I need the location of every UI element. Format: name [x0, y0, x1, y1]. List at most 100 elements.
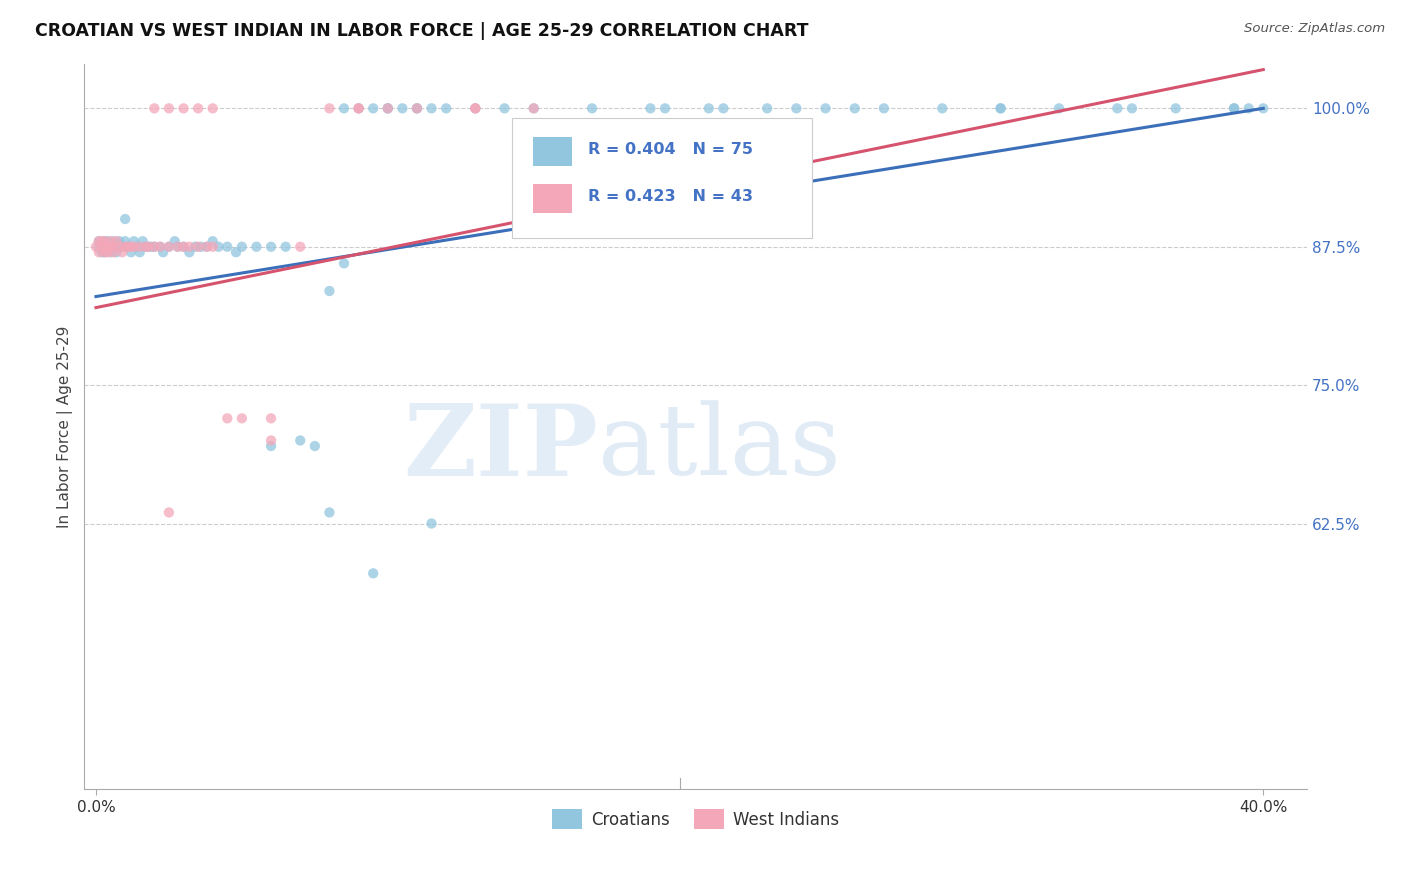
- Point: [434, 101, 457, 115]
- Point: [141, 240, 163, 254]
- Point: [1164, 101, 1187, 115]
- Point: [120, 245, 142, 260]
- Text: atlas: atlas: [598, 401, 841, 496]
- Point: [157, 101, 180, 115]
- Legend: Croatians, West Indians: Croatians, West Indians: [546, 803, 845, 835]
- Point: [260, 434, 283, 448]
- Point: [166, 240, 188, 254]
- Point: [166, 240, 188, 254]
- Point: [114, 240, 136, 254]
- Text: R = 0.404   N = 75: R = 0.404 N = 75: [588, 142, 754, 157]
- Point: [391, 101, 413, 115]
- Point: [122, 234, 145, 248]
- Point: [195, 240, 218, 254]
- Point: [105, 240, 128, 254]
- Point: [93, 240, 115, 254]
- Point: [260, 411, 283, 425]
- Point: [103, 234, 125, 248]
- Point: [1251, 101, 1274, 115]
- Point: [195, 240, 218, 254]
- Point: [163, 234, 186, 248]
- Point: [217, 411, 239, 425]
- Point: [87, 234, 110, 248]
- Point: [131, 234, 153, 248]
- Point: [111, 240, 134, 254]
- Point: [93, 234, 115, 248]
- Point: [114, 212, 136, 227]
- Point: [100, 240, 122, 254]
- Point: [143, 240, 166, 254]
- Point: [347, 101, 370, 115]
- Point: [333, 101, 356, 115]
- Point: [406, 101, 429, 115]
- Point: [990, 101, 1012, 115]
- FancyBboxPatch shape: [512, 119, 811, 238]
- Text: R = 0.423   N = 43: R = 0.423 N = 43: [588, 189, 754, 204]
- Point: [90, 234, 112, 248]
- Point: [128, 245, 150, 260]
- Point: [87, 245, 110, 260]
- Point: [90, 245, 112, 260]
- Point: [108, 240, 131, 254]
- Text: CROATIAN VS WEST INDIAN IN LABOR FORCE | AGE 25-29 CORRELATION CHART: CROATIAN VS WEST INDIAN IN LABOR FORCE |…: [35, 22, 808, 40]
- Point: [90, 240, 112, 254]
- Point: [117, 240, 139, 254]
- Point: [117, 240, 139, 254]
- Point: [97, 240, 120, 254]
- Point: [581, 101, 603, 115]
- Point: [290, 434, 312, 448]
- Point: [149, 240, 172, 254]
- Point: [135, 240, 157, 254]
- Point: [90, 240, 112, 254]
- Point: [318, 284, 340, 298]
- Point: [157, 240, 180, 254]
- Point: [318, 101, 340, 115]
- Point: [100, 234, 122, 248]
- Point: [290, 240, 312, 254]
- Point: [190, 240, 212, 254]
- Point: [361, 101, 384, 115]
- Point: [523, 101, 546, 115]
- FancyBboxPatch shape: [533, 136, 572, 166]
- Point: [304, 439, 326, 453]
- Point: [640, 101, 662, 115]
- Point: [187, 240, 209, 254]
- Point: [377, 101, 399, 115]
- Point: [128, 240, 150, 254]
- Point: [138, 240, 160, 254]
- FancyBboxPatch shape: [533, 184, 572, 212]
- Point: [377, 101, 399, 115]
- Point: [464, 101, 486, 115]
- Point: [260, 439, 283, 453]
- Point: [103, 240, 125, 254]
- Point: [494, 101, 516, 115]
- Point: [135, 240, 157, 254]
- Point: [406, 101, 429, 115]
- Point: [420, 101, 443, 115]
- Point: [201, 240, 224, 254]
- Point: [406, 101, 429, 115]
- Point: [120, 240, 142, 254]
- Point: [785, 101, 807, 115]
- Point: [318, 505, 340, 519]
- Point: [260, 240, 283, 254]
- Point: [201, 234, 224, 248]
- Point: [231, 411, 253, 425]
- Point: [1223, 101, 1246, 115]
- Point: [361, 566, 384, 581]
- Point: [713, 101, 735, 115]
- Point: [245, 240, 267, 254]
- Point: [108, 234, 131, 248]
- Point: [464, 101, 486, 115]
- Point: [377, 101, 399, 115]
- Point: [97, 240, 120, 254]
- Point: [654, 101, 676, 115]
- Point: [114, 234, 136, 248]
- Point: [103, 240, 125, 254]
- Point: [990, 101, 1012, 115]
- Point: [93, 245, 115, 260]
- Point: [844, 101, 866, 115]
- Point: [97, 234, 120, 248]
- Point: [87, 234, 110, 248]
- Point: [179, 240, 201, 254]
